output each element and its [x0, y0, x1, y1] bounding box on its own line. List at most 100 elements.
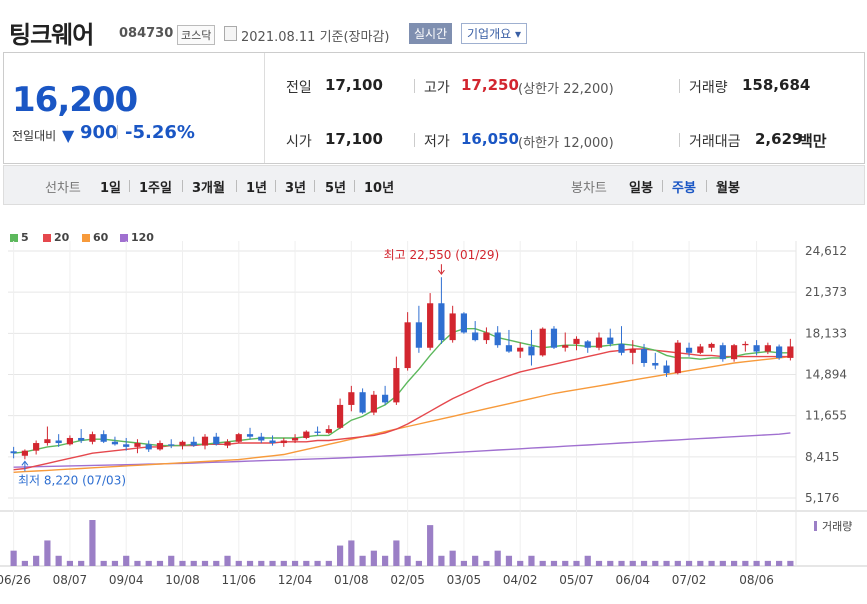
period-5y[interactable]: 5년: [325, 181, 347, 196]
volume-bar: [460, 560, 468, 566]
candle-body: [742, 343, 749, 346]
candle-body: [427, 303, 434, 348]
candle-body: [382, 394, 389, 403]
candle-body: [708, 343, 715, 348]
volume-bar: [562, 560, 569, 566]
volume-bar: [55, 555, 62, 566]
period-sep: [706, 180, 707, 192]
candle-body: [235, 434, 242, 442]
candle-body: [370, 394, 377, 413]
ma5-line: [13, 328, 791, 454]
x-tick-label: 01/08: [334, 573, 369, 587]
quote-divider: [264, 53, 265, 163]
min-annotation: 최저 8,220 (07/03): [18, 473, 126, 487]
volume-bar: [764, 560, 771, 566]
high-label: 고가: [424, 80, 450, 96]
x-tick-label: 07/02: [672, 573, 707, 587]
candle-body: [404, 322, 411, 369]
volume-bar: [595, 560, 603, 566]
y-tick-label: 14,894: [805, 368, 847, 382]
volume-bar: [697, 560, 704, 566]
period-1w[interactable]: 1주일: [139, 181, 172, 196]
volume-bar: [246, 560, 254, 566]
period-3m[interactable]: 3개월: [192, 181, 225, 196]
volume-bar: [652, 560, 659, 566]
price-change-pct: -5.26%: [125, 122, 195, 143]
volume-bar: [168, 555, 175, 566]
candle-weekly[interactable]: 주봉: [672, 181, 696, 196]
open-label: 시가: [286, 134, 312, 150]
quote-sep: [414, 133, 415, 147]
volume-bar: [336, 545, 344, 566]
realtime-button[interactable]: 실시간: [409, 23, 453, 44]
period-1y[interactable]: 1년: [246, 181, 268, 196]
volume-bar: [776, 560, 783, 566]
x-tick-label: 06/26: [0, 573, 31, 587]
volume-bar: [190, 560, 197, 566]
candle-body: [111, 441, 119, 445]
volume-bar: [21, 560, 28, 566]
volume-bar: [359, 555, 366, 566]
period-1d[interactable]: 1일: [100, 181, 122, 196]
period-sep: [236, 180, 237, 192]
candle-body: [258, 436, 265, 441]
amount-label: 거래대금: [689, 134, 741, 150]
volume-bar: [708, 560, 715, 566]
candle-body: [246, 434, 254, 437]
volume-bar: [156, 560, 164, 566]
candle-body: [449, 313, 456, 341]
volume-bar: [550, 560, 558, 566]
quote-sep: [679, 133, 680, 147]
candle-body: [730, 345, 738, 360]
x-tick-label: 12/04: [278, 573, 313, 587]
legend-swatch-ma120: [120, 234, 128, 242]
lower-limit: (하한가 12,000): [518, 136, 614, 151]
y-tick-label: 5,176: [805, 491, 839, 505]
x-tick-label: 09/04: [109, 573, 144, 587]
volume-bar: [303, 560, 310, 566]
candle-body: [336, 404, 344, 428]
volume-bar: [382, 555, 389, 566]
candle-body: [10, 451, 17, 454]
upper-limit: (상한가 22,200): [518, 82, 614, 97]
volume-bar: [584, 555, 591, 566]
low-label: 저가: [424, 134, 450, 150]
price-change: 900: [80, 122, 118, 143]
candle-body: [291, 437, 299, 441]
candle-body: [269, 440, 276, 444]
current-price: 16,200: [12, 80, 138, 120]
legend-swatch-ma60: [82, 234, 90, 242]
y-tick-label: 11,655: [805, 409, 847, 423]
volume-bar: [753, 560, 760, 566]
candle-body: [562, 345, 569, 348]
legend-ma120: 120: [131, 231, 154, 244]
volume-bar: [494, 550, 501, 566]
candle-body: [663, 365, 670, 374]
period-sep: [354, 180, 355, 192]
candle-monthly[interactable]: 월봉: [716, 181, 740, 196]
candle-body: [156, 443, 164, 450]
prev-close-value: 17,100: [325, 76, 383, 94]
volume-value: 158,684: [742, 76, 811, 94]
candle-body: [438, 303, 445, 341]
company-overview-dropdown[interactable]: 기업개요 ▾: [461, 23, 527, 44]
candle-body: [776, 346, 783, 358]
candle-body: [539, 328, 546, 356]
period-toolbar: [3, 165, 865, 205]
change-divider: [117, 125, 118, 139]
volume-bar: [505, 555, 513, 566]
candle-body: [359, 392, 366, 413]
candle-body: [753, 345, 760, 352]
period-10y[interactable]: 10년: [364, 181, 395, 196]
candle-body: [629, 349, 636, 353]
volume-bar: [618, 560, 625, 566]
period-3y[interactable]: 3년: [285, 181, 307, 196]
candle-daily[interactable]: 일봉: [629, 181, 653, 196]
legend-swatch-ma5: [10, 234, 18, 242]
candle-body: [123, 444, 130, 447]
volume-bar: [472, 555, 479, 566]
volume-bar: [517, 560, 524, 566]
volume-bar: [134, 560, 141, 566]
candle-body: [348, 392, 355, 405]
